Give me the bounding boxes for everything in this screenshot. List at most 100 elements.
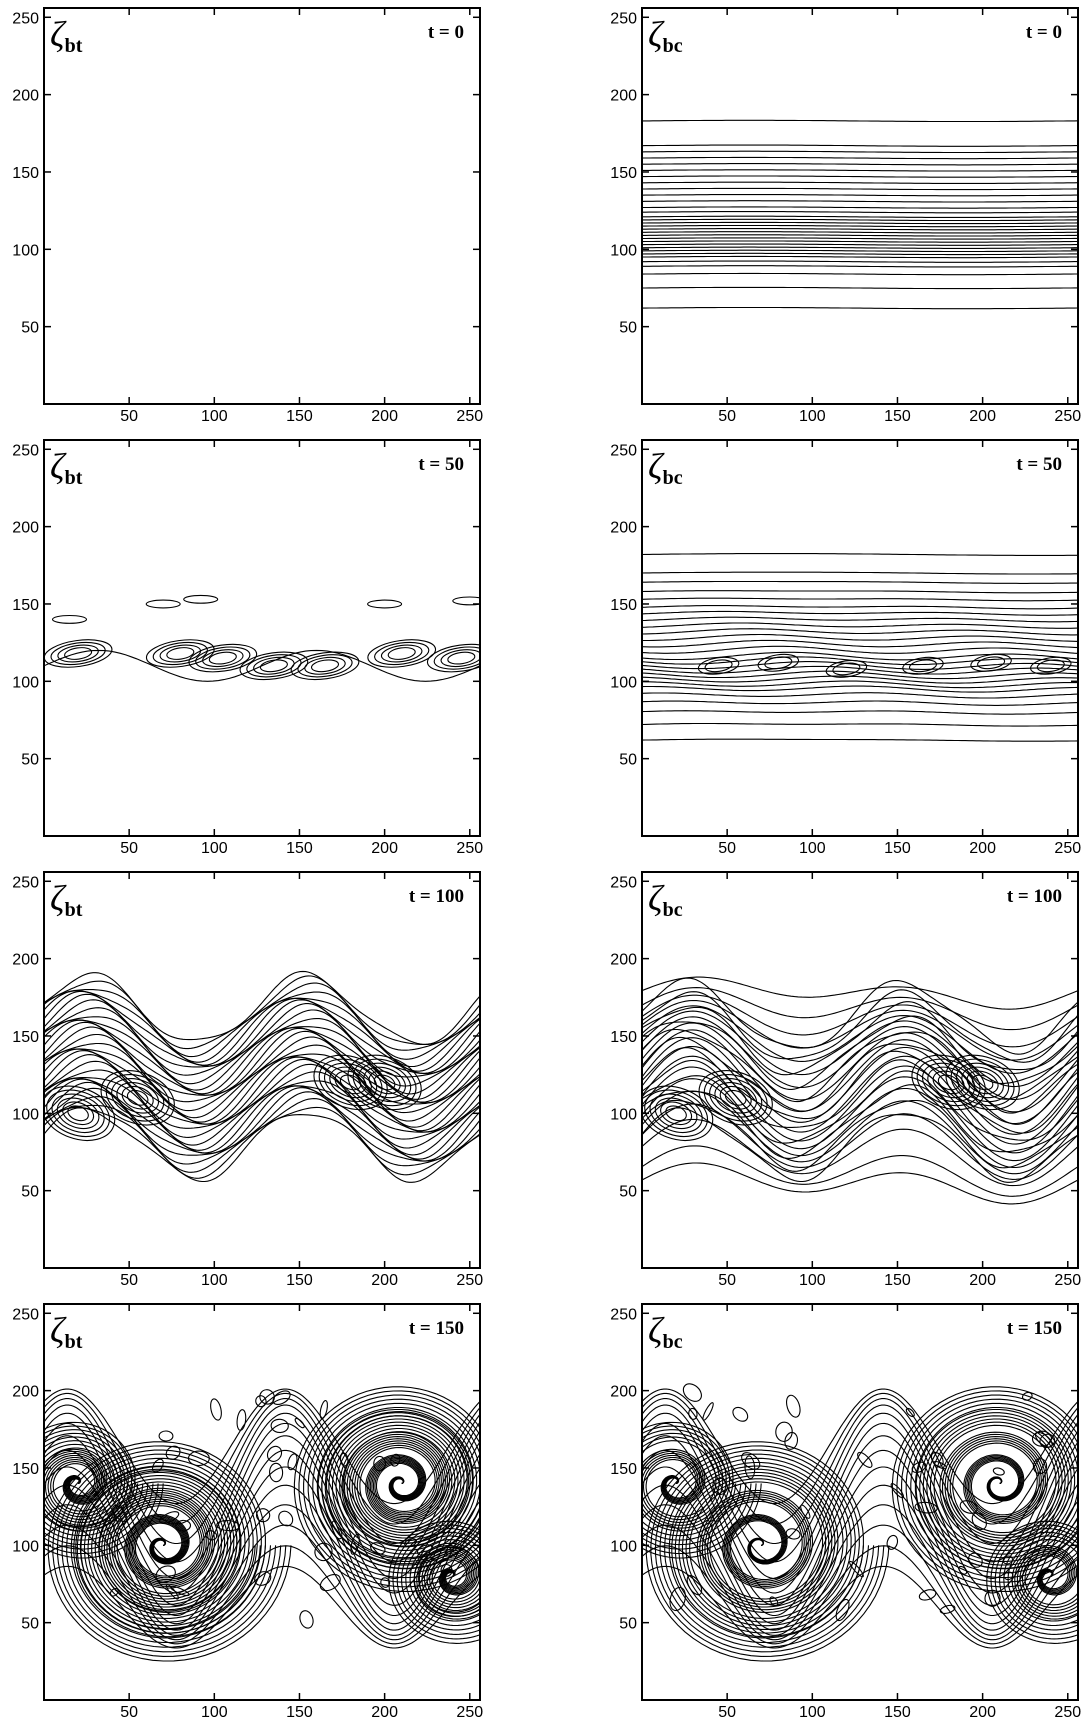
contour-line <box>642 605 1078 610</box>
y-tick-label: 100 <box>610 1106 637 1123</box>
contour-loop <box>331 1520 343 1540</box>
contour-spiral <box>914 1406 1078 1569</box>
contour-spiral <box>44 1425 159 1555</box>
contour-loop <box>145 639 215 668</box>
contour-panel-4: 50 100 150 200 250 50 100 150 200 250 ζbc t = 50 <box>610 439 1081 857</box>
contour-loop <box>447 651 476 665</box>
contour-loop <box>1032 1458 1048 1475</box>
contour-spiral <box>994 1528 1078 1635</box>
y-tick-label: 200 <box>12 520 39 537</box>
plot-frame <box>43 1303 481 1701</box>
contour-loop <box>404 1538 417 1548</box>
contour-loop <box>329 1066 372 1099</box>
contour-spiral <box>44 1447 129 1528</box>
contour-loop <box>390 1453 401 1467</box>
contour-loop <box>145 599 181 609</box>
y-tick-label: 100 <box>12 674 39 691</box>
y-tick-label: 250 <box>610 874 637 891</box>
contour-loop <box>930 1451 944 1467</box>
time-label: t = 150 <box>1007 1318 1062 1339</box>
contour-spiral <box>298 1390 480 1588</box>
contour-line <box>642 234 1078 237</box>
contour-line <box>642 200 1078 203</box>
contour-spiral <box>396 1528 480 1635</box>
contour-loop <box>374 641 430 666</box>
contour-line <box>642 1524 1078 1641</box>
contour-loop <box>1034 1431 1053 1448</box>
contour-loop <box>665 1105 687 1122</box>
x-tick-label: 150 <box>884 1272 911 1289</box>
plot-area <box>44 1386 480 1662</box>
field-label: ζbt <box>50 446 83 489</box>
x-tick-label: 50 <box>120 1272 138 1289</box>
contour-line <box>44 1545 480 1645</box>
contour-line <box>44 1412 480 1579</box>
x-tick-label: 50 <box>120 840 138 857</box>
contour-line <box>44 1504 480 1636</box>
contour-line <box>642 1484 1078 1631</box>
contour-line <box>642 144 1078 147</box>
contour-loop <box>159 1511 180 1524</box>
contour-loop <box>126 1089 149 1106</box>
contour-line <box>642 1037 1078 1135</box>
contour-loop <box>724 1089 747 1106</box>
contour-loop <box>918 1589 937 1601</box>
x-tick-label: 100 <box>201 408 228 425</box>
contour-line <box>642 194 1078 197</box>
contour-line <box>642 206 1078 209</box>
plot-frame <box>43 7 481 405</box>
contour-line <box>642 175 1078 178</box>
contour-line <box>642 977 1078 1055</box>
contour-loop <box>352 1058 417 1107</box>
contour-loop <box>170 1585 190 1597</box>
contour-line <box>642 994 1078 1048</box>
contour-spiral <box>650 1445 885 1657</box>
contour-loop <box>902 656 944 675</box>
contour-spiral <box>44 1429 154 1550</box>
x-tick-label: 100 <box>799 840 826 857</box>
x-tick-label: 100 <box>799 1272 826 1289</box>
contour-loop <box>380 1577 391 1588</box>
contour-spiral <box>44 1443 134 1532</box>
contour-line <box>44 1398 480 1545</box>
x-tick-label: 250 <box>1054 1704 1081 1721</box>
contour-line <box>44 1404 480 1563</box>
contour-spiral <box>293 1386 480 1592</box>
contour-loop <box>183 594 219 604</box>
x-tick-label: 250 <box>456 408 483 425</box>
contour-loop <box>51 614 88 624</box>
contour-line <box>44 649 480 682</box>
contour-spiral <box>44 1421 164 1559</box>
x-tick-label: 50 <box>120 1704 138 1721</box>
contour-loop <box>270 1418 289 1434</box>
contour-line <box>642 163 1078 166</box>
contour-loop <box>452 596 480 606</box>
y-tick-label: 150 <box>12 1029 39 1046</box>
contour-loop <box>905 1407 915 1418</box>
contour-loop <box>210 1398 222 1421</box>
field-subscript: bt <box>65 35 83 57</box>
contour-loop <box>660 1101 693 1126</box>
contour-spiral <box>61 1453 277 1648</box>
contour-line <box>642 1047 1078 1125</box>
contour-line <box>642 306 1078 310</box>
plot-area <box>642 1383 1078 1662</box>
contour-loop <box>970 653 1012 672</box>
contour-line <box>44 1054 480 1132</box>
contour-loop <box>236 1409 247 1431</box>
contour-loop <box>950 1058 1015 1107</box>
contour-loop <box>697 656 740 675</box>
contour-line <box>642 590 1078 594</box>
contour-line <box>642 1016 1078 1101</box>
contour-line <box>642 1466 1078 1625</box>
plot-area <box>44 970 480 1183</box>
y-tick-label: 50 <box>21 1616 39 1633</box>
contour-loop <box>702 1402 714 1421</box>
x-tick-label: 50 <box>718 1704 736 1721</box>
contour-loop <box>714 1082 758 1114</box>
contour-loop <box>426 643 480 673</box>
contour-line <box>642 1028 1078 1103</box>
time-label: t = 100 <box>1007 886 1062 907</box>
contour-line <box>642 1422 1078 1594</box>
contour-line <box>642 680 1078 689</box>
